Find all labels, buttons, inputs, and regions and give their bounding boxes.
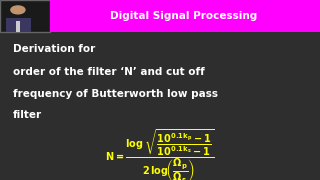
Circle shape (11, 6, 25, 14)
Text: Derivation for: Derivation for (13, 44, 95, 54)
Text: frequency of Butterworth low pass: frequency of Butterworth low pass (13, 89, 218, 99)
FancyBboxPatch shape (50, 0, 320, 32)
FancyBboxPatch shape (6, 18, 31, 32)
FancyBboxPatch shape (0, 0, 50, 32)
Text: $\mathbf{N = \dfrac{log\;\sqrt{\dfrac{10^{0.1k_p}-1}{10^{0.1k_s}-1}}}{2\,log\!\l: $\mathbf{N = \dfrac{log\;\sqrt{\dfrac{10… (105, 128, 215, 180)
Text: Digital Signal Processing: Digital Signal Processing (110, 11, 258, 21)
Text: filter: filter (13, 110, 42, 120)
FancyBboxPatch shape (16, 21, 20, 32)
Text: order of the filter ‘N’ and cut off: order of the filter ‘N’ and cut off (13, 67, 204, 77)
